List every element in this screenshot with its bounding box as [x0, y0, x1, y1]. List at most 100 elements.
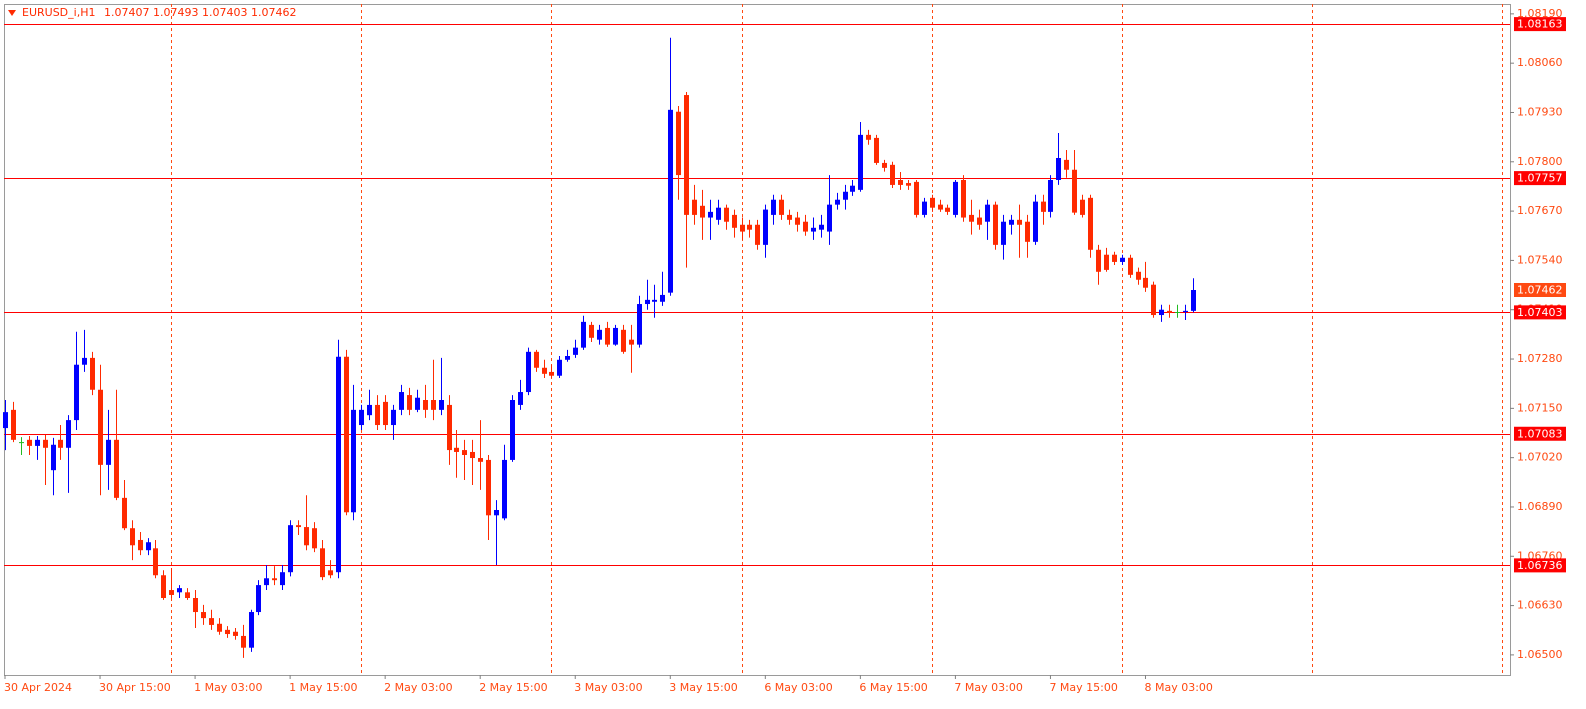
- candle-body: [161, 575, 166, 598]
- candle-body: [169, 590, 174, 595]
- candle-body: [914, 181, 919, 215]
- candle-body: [850, 185, 855, 192]
- candle-body: [668, 109, 673, 293]
- candle-body: [534, 351, 539, 368]
- candle-body: [518, 392, 523, 405]
- candle-body: [922, 201, 927, 215]
- candle-body: [787, 214, 792, 220]
- y-tick-label: 1.08190: [1517, 7, 1563, 20]
- y-tick-label: 1.08060: [1517, 56, 1563, 69]
- candle-body: [977, 217, 982, 225]
- candle-body: [304, 527, 309, 546]
- candle-body: [763, 209, 768, 245]
- candle-body: [130, 528, 135, 546]
- candle-body: [755, 224, 760, 245]
- candle-body: [732, 214, 737, 228]
- y-tick-label: 1.07540: [1517, 253, 1563, 266]
- y-tick-label: 1.06630: [1517, 599, 1563, 612]
- candle-body: [1064, 159, 1069, 170]
- candle-body: [225, 629, 230, 635]
- candle-body: [510, 400, 515, 460]
- candle-body: [423, 400, 428, 410]
- menu-arrow[interactable]: [8, 10, 16, 16]
- x-tick-label: 2 May 15:00: [479, 681, 547, 694]
- candle-body: [320, 548, 325, 578]
- candle-body: [351, 409, 356, 513]
- candle-body: [779, 199, 784, 215]
- candle-body: [19, 442, 24, 444]
- candle-body: [858, 134, 863, 190]
- candle-body: [272, 578, 277, 581]
- candle-body: [565, 356, 570, 360]
- candle-body: [336, 356, 341, 573]
- level-label: 1.07757: [1517, 172, 1563, 185]
- level-box: [1514, 426, 1566, 441]
- candle-body: [478, 458, 483, 462]
- candle-body: [637, 304, 642, 345]
- candle-body: [740, 224, 745, 232]
- level-box: [1514, 17, 1566, 32]
- level-label: 1.07403: [1517, 306, 1563, 319]
- candle-body: [486, 459, 491, 516]
- candle-body: [90, 357, 95, 390]
- candle-body: [1009, 219, 1014, 225]
- candle-body: [82, 357, 87, 365]
- candle-body: [462, 450, 467, 455]
- candle-body: [621, 329, 626, 352]
- x-tick-label: 6 May 15:00: [859, 681, 927, 694]
- candle-body: [1001, 221, 1006, 245]
- symbol: EURUSD_i,H1: [22, 6, 95, 19]
- candle-body: [549, 371, 554, 376]
- candle-body: [439, 400, 444, 410]
- candle-body: [724, 207, 729, 222]
- candle-body: [58, 439, 63, 448]
- candle-body: [146, 542, 151, 551]
- candle-body: [1151, 284, 1156, 316]
- last-price-box: [1514, 283, 1566, 297]
- header-low: 1.07403: [202, 6, 248, 19]
- candle-body: [589, 324, 594, 338]
- candle-body: [415, 397, 420, 410]
- candle-body: [470, 451, 475, 459]
- candle-body: [138, 539, 143, 551]
- candle-body: [874, 137, 879, 163]
- candle-body: [454, 447, 459, 452]
- candle-body: [542, 367, 547, 374]
- candle-body: [201, 612, 206, 619]
- candle-body: [827, 204, 832, 232]
- candle-body: [383, 401, 388, 426]
- candle-body: [573, 347, 578, 355]
- candle-body: [241, 635, 246, 648]
- candle-body: [660, 294, 665, 302]
- candle-body: [288, 525, 293, 573]
- candle-body: [359, 409, 364, 426]
- candle-body: [1143, 277, 1148, 288]
- candle-body: [209, 618, 214, 625]
- candle-body: [193, 598, 198, 613]
- candle-body: [106, 439, 111, 465]
- candle-body: [1175, 312, 1180, 313]
- candle-body: [843, 191, 848, 200]
- candle-body: [629, 339, 634, 345]
- x-tick-label: 2 May 03:00: [384, 681, 452, 694]
- candle-body: [985, 204, 990, 222]
- candle-body: [375, 404, 380, 426]
- candle-body: [557, 359, 562, 376]
- candle-body: [795, 217, 800, 225]
- x-tick-label: 1 May 15:00: [289, 681, 357, 694]
- candle-body: [1167, 310, 1172, 313]
- y-tick-label: 1.07930: [1517, 105, 1563, 118]
- candle-body: [74, 364, 79, 421]
- candle-body: [961, 180, 966, 218]
- candle-body: [613, 327, 618, 345]
- candle-body: [1048, 180, 1053, 212]
- level-box: [1514, 305, 1566, 320]
- header-close: 1.07462: [251, 6, 297, 19]
- candle-body: [264, 578, 269, 586]
- y-tick-label: 1.07020: [1517, 451, 1563, 464]
- candle-body: [312, 528, 317, 549]
- level-label: 1.06736: [1517, 559, 1563, 572]
- plot-frame: [4, 4, 1511, 676]
